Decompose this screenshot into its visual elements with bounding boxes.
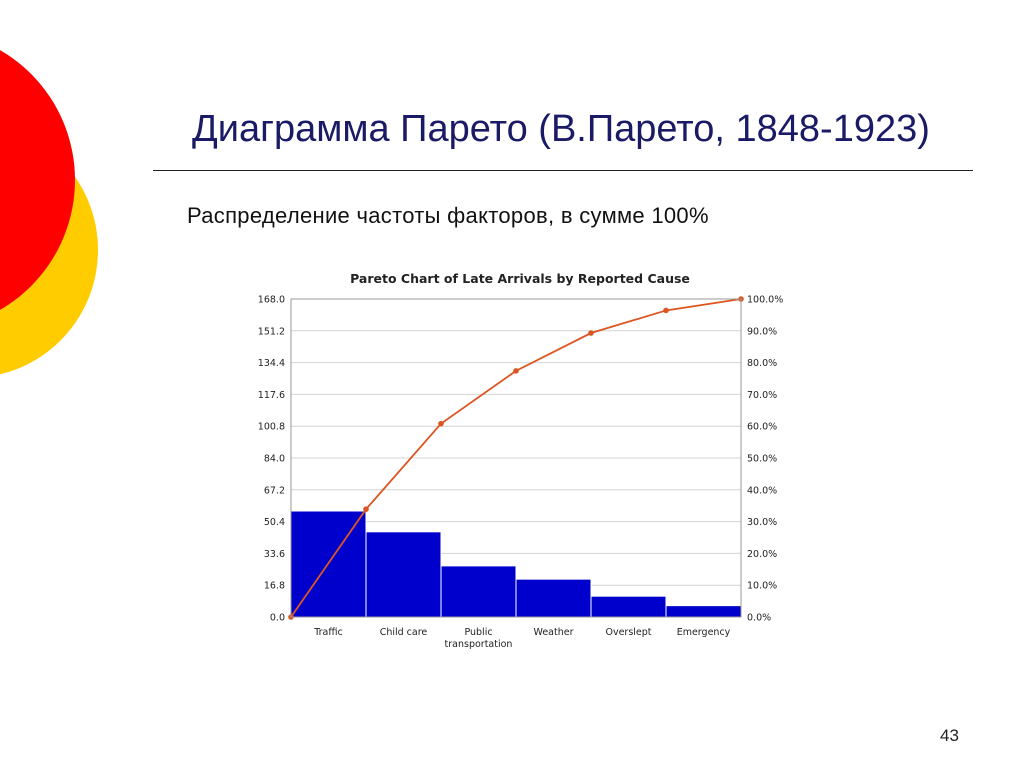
y2-tick-label: 80.0% [747,358,777,369]
x-category-label: Child care [380,627,428,638]
y2-tick-label: 70.0% [747,390,777,401]
y-tick-label: 67.2 [264,485,285,496]
y-tick-label: 0.0 [270,613,285,624]
y-tick-label: 100.8 [258,422,285,433]
y-tick-label: 117.6 [258,390,285,401]
cumulative-point [588,330,594,336]
x-category-label: Emergency [677,627,731,638]
cumulative-point [438,420,444,427]
bar [515,578,592,618]
bar [440,565,517,618]
y2-tick-label: 10.0% [747,581,777,592]
decorative-circles [0,50,98,375]
bar [365,531,442,618]
slide-subtitle: Распределение частоты факторов, в сумме … [187,203,709,228]
y2-tick-label: 60.0% [747,422,777,433]
y2-tick-label: 50.0% [747,454,777,465]
left-axis-ticks: 0.0 16.8 33.6 50.4 67.2 84.0 100.8 117.6 134.4 15… [258,295,285,624]
y2-tick-label: 90.0% [747,326,777,337]
y2-tick-label: 20.0% [747,549,777,560]
chart-title: Pareto Chart of Late Arrivals by Reporte… [350,271,690,286]
x-category-label: Traffic [313,627,343,638]
y-tick-label: 50.4 [264,517,285,528]
title-divider [153,170,973,171]
cumulative-point [513,368,519,374]
right-axis-ticks: 0.0% 10.0% 20.0% 30.0% 40.0% 50.0% 60.0% 70.0% 8… [747,295,783,624]
page-number: 43 [940,726,959,745]
x-category-label: Public transportation [445,627,513,650]
cumulative-point [663,307,669,314]
y-tick-label: 151.2 [258,326,285,337]
y2-tick-label: 30.0% [747,517,777,528]
y-tick-label: 168.0 [258,295,285,306]
chart-bars [290,510,742,618]
y-tick-label: 84.0 [264,454,285,465]
plot-frame [290,298,742,618]
y2-tick-label: 40.0% [747,485,777,496]
x-category-label: Weather [534,627,574,638]
y-tick-label: 16.8 [264,581,285,592]
y2-tick-label: 0.0% [747,613,771,624]
category-labels: Traffic Child care Public transportation Wea… [313,627,730,650]
y-tick-label: 33.6 [264,549,285,560]
cumulative-line [288,296,744,620]
pareto-chart: Pareto Chart of Late Arrivals by Reporte… [258,271,783,650]
slide-title: Диаграмма Парето (В.Парето, 1848-1923) [192,108,930,150]
red-circle [0,50,75,310]
bar [590,595,667,618]
y2-tick-label: 100.0% [747,295,783,306]
y-tick-label: 134.4 [258,358,285,369]
bar [665,605,742,618]
cumulative-point [363,506,369,512]
x-category-label: Overslept [605,627,651,638]
